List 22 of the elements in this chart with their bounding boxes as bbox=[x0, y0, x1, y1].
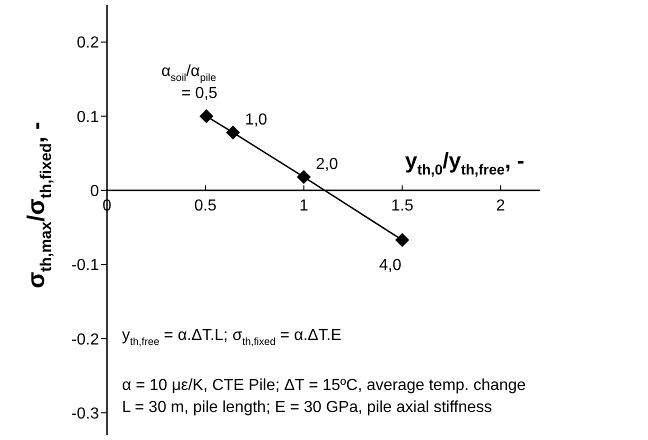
point bbox=[199, 109, 214, 124]
x-axis-title: y$_{th,0}$/y$_{th,free}$, - bbox=[405, 148, 524, 179]
annotation: 4,0 bbox=[379, 257, 402, 274]
y-tick-label: 0.2 bbox=[76, 34, 100, 52]
point bbox=[296, 170, 311, 184]
annotation: 1,0 bbox=[244, 112, 268, 129]
annotation: 2,0 bbox=[316, 156, 338, 173]
x-tick-label: 2 bbox=[496, 197, 506, 214]
point bbox=[226, 126, 240, 140]
y-tick-label: -0.1 bbox=[71, 257, 100, 274]
y-tick-label: 0.1 bbox=[76, 108, 100, 126]
annotation: L = 30 m, pile length; E = 30 GPa, pile axial stiffness bbox=[122, 399, 492, 416]
annotation: y$_{th,free}$ = α.ΔT.L; σ$_{th,fixed}$ = α.ΔT.E bbox=[122, 327, 342, 348]
point bbox=[395, 233, 410, 248]
annotation: α = 10 με/K, CTE Pile; ΔT = 15ºC, average temp. change bbox=[122, 377, 526, 394]
y-tick-label: -0.2 bbox=[71, 331, 100, 348]
x-tick-label: 0.5 bbox=[194, 197, 217, 214]
x-tick-label: 1 bbox=[299, 197, 308, 214]
x-tick-label: 1.5 bbox=[391, 197, 414, 214]
y-tick-label: -0.3 bbox=[71, 405, 100, 422]
y-tick-label: 0 bbox=[90, 183, 100, 200]
annotation: α$_{soil}$/α$_{pile}$ = 0,5 bbox=[161, 63, 218, 102]
